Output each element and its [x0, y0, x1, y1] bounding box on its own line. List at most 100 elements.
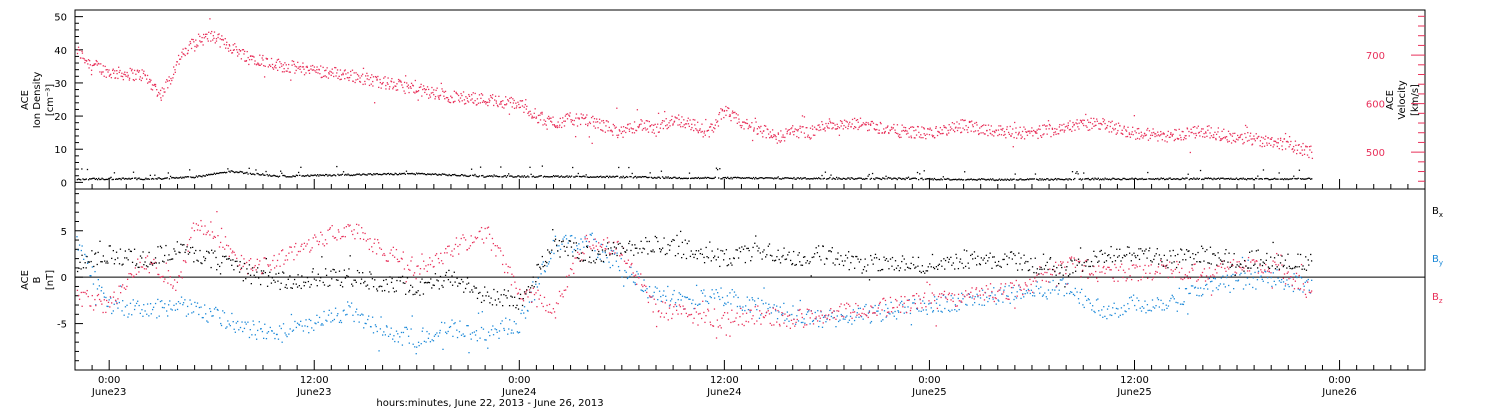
Bz-point — [894, 298, 897, 301]
density-point — [525, 176, 528, 178]
By-point — [1248, 283, 1251, 285]
Bz-point — [81, 305, 83, 307]
density-point — [1093, 179, 1095, 181]
Bz-point — [1142, 269, 1145, 271]
density-point — [105, 178, 108, 181]
density-point — [1005, 179, 1007, 181]
density-point — [801, 178, 803, 180]
velocity-point — [431, 86, 433, 89]
velocity-point — [1045, 128, 1047, 130]
Bz-point — [811, 312, 813, 315]
density-point — [1057, 178, 1059, 180]
By-point — [251, 334, 253, 336]
By-point — [940, 310, 942, 312]
density-point — [1087, 177, 1089, 180]
By-point — [280, 327, 282, 330]
top-ytick-label: 0 — [61, 178, 67, 189]
density-point — [1309, 178, 1312, 180]
By-point — [1182, 303, 1185, 306]
density-point — [147, 178, 149, 180]
Bz-point — [1235, 272, 1238, 274]
velocity-point — [600, 129, 602, 131]
velocity-point — [214, 42, 216, 44]
Bz-point — [1046, 271, 1048, 274]
Bz-point — [443, 252, 446, 254]
density-point — [169, 175, 172, 178]
Bz-point — [199, 229, 201, 232]
By-point — [371, 316, 374, 318]
density-point — [1055, 177, 1057, 180]
density-point — [930, 178, 932, 181]
density-point — [448, 173, 450, 176]
By-point — [327, 314, 330, 316]
velocity-point — [1011, 133, 1013, 135]
By-point — [885, 304, 887, 306]
velocity-point — [488, 98, 490, 100]
Bz-point — [117, 298, 119, 300]
Bz-point — [896, 300, 898, 302]
density-point — [880, 178, 883, 181]
density-point — [1291, 177, 1294, 180]
velocity-point — [324, 69, 326, 72]
density-point — [575, 175, 577, 177]
density-point — [756, 177, 758, 180]
density-point — [1261, 178, 1263, 180]
velocity-point — [1151, 132, 1153, 134]
density-point — [160, 178, 163, 180]
velocity-point — [698, 129, 701, 132]
velocity-point — [368, 84, 371, 87]
density-point — [901, 178, 903, 181]
velocity-point — [868, 123, 870, 126]
velocity-point — [1115, 133, 1117, 135]
velocity-point — [1224, 137, 1226, 139]
velocity-point — [465, 102, 467, 105]
Bz-point — [751, 318, 753, 320]
density-point — [397, 173, 400, 176]
density-point — [816, 178, 819, 180]
density-point — [660, 170, 663, 172]
Bz-point — [835, 318, 837, 320]
Bz-point — [1147, 265, 1150, 267]
density-point — [924, 178, 927, 180]
density-point — [284, 175, 286, 177]
density-point — [90, 178, 92, 180]
density-point — [602, 176, 604, 178]
velocity-point — [832, 122, 835, 124]
velocity-point — [1293, 149, 1296, 151]
Bz-point — [339, 237, 342, 240]
density-point — [769, 177, 772, 179]
velocity-point — [395, 85, 397, 87]
density-point — [142, 178, 145, 181]
Bz-point — [771, 324, 773, 326]
density-point — [851, 177, 854, 179]
density-point — [109, 177, 111, 179]
Bz-point — [1178, 271, 1181, 274]
density-point — [263, 174, 265, 176]
velocity-point — [444, 90, 447, 93]
velocity-point — [943, 125, 945, 127]
velocity-point — [673, 120, 676, 122]
Bz-point — [1108, 266, 1110, 269]
density-point — [1234, 178, 1237, 180]
Bz-point — [421, 253, 423, 255]
Bz-point — [535, 292, 537, 294]
velocity-point — [1048, 123, 1051, 126]
density-point — [1069, 178, 1071, 180]
velocity-point — [1182, 139, 1185, 141]
density-point — [1279, 178, 1281, 180]
velocity-point — [666, 127, 668, 130]
Bz-point — [572, 262, 574, 265]
density-point — [907, 176, 910, 178]
By-point — [571, 234, 573, 237]
density-point — [1139, 178, 1141, 180]
By-point — [1157, 298, 1160, 301]
By-point — [1012, 286, 1014, 289]
Bz-point — [341, 236, 343, 238]
velocity-point — [617, 136, 619, 139]
density-point — [913, 177, 915, 179]
velocity-point — [584, 117, 586, 119]
density-point — [192, 176, 194, 178]
velocity-point — [728, 107, 730, 110]
By-point — [380, 316, 382, 318]
velocity-point — [780, 140, 782, 142]
